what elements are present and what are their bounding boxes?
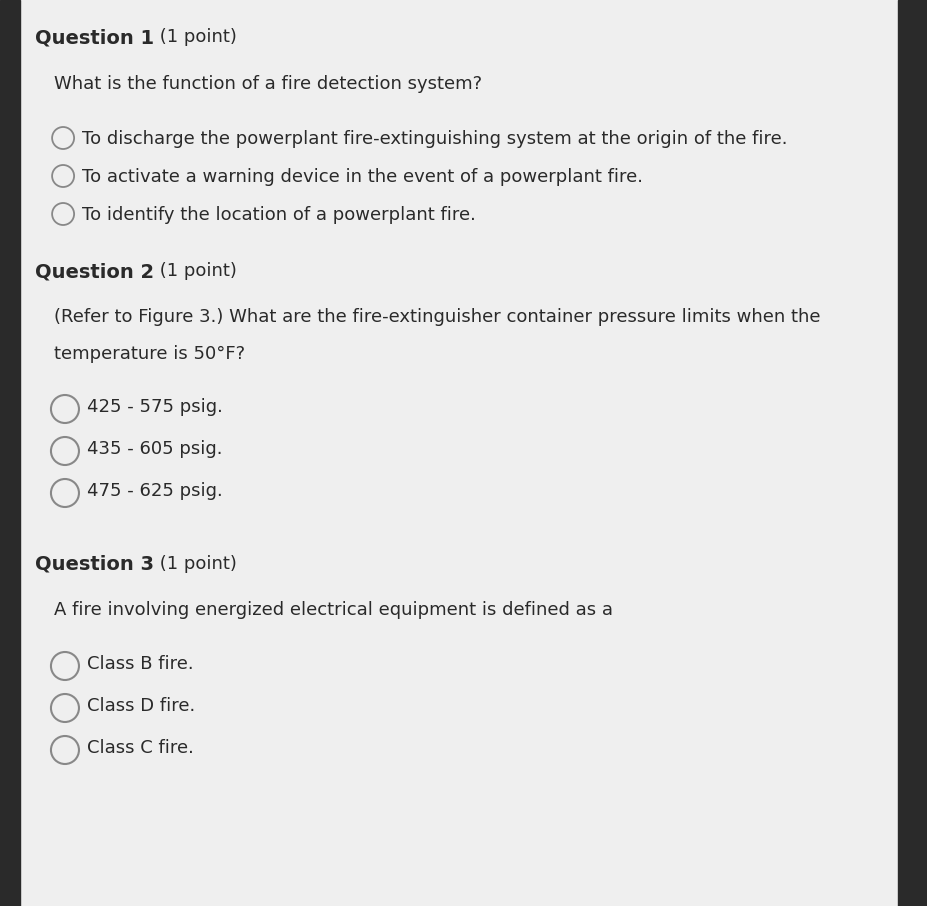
- Text: 425 - 575 psig.: 425 - 575 psig.: [87, 398, 222, 416]
- Text: 435 - 605 psig.: 435 - 605 psig.: [87, 440, 222, 458]
- Text: Class B fire.: Class B fire.: [87, 655, 194, 673]
- Text: Question 3: Question 3: [35, 555, 154, 574]
- Text: What is the function of a fire detection system?: What is the function of a fire detection…: [54, 75, 481, 93]
- Text: (1 point): (1 point): [154, 262, 237, 280]
- Text: To activate a warning device in the event of a powerplant fire.: To activate a warning device in the even…: [82, 168, 642, 186]
- Text: temperature is 50°F?: temperature is 50°F?: [54, 345, 245, 363]
- Text: Question 2: Question 2: [35, 262, 154, 281]
- Text: To discharge the powerplant fire-extinguishing system at the origin of the fire.: To discharge the powerplant fire-extingu…: [82, 130, 787, 148]
- Text: A fire involving energized electrical equipment is defined as a: A fire involving energized electrical eq…: [54, 601, 612, 619]
- Text: To identify the location of a powerplant fire.: To identify the location of a powerplant…: [82, 206, 476, 224]
- Text: (1 point): (1 point): [154, 28, 237, 46]
- Text: Class D fire.: Class D fire.: [87, 697, 195, 715]
- Text: Question 1: Question 1: [35, 28, 154, 47]
- Text: 475 - 625 psig.: 475 - 625 psig.: [87, 482, 222, 500]
- Text: (Refer to Figure 3.) What are the fire-extinguisher container pressure limits wh: (Refer to Figure 3.) What are the fire-e…: [54, 308, 819, 326]
- Bar: [0, 0, 20, 906]
- Text: (1 point): (1 point): [154, 555, 237, 573]
- Text: Class C fire.: Class C fire.: [87, 739, 194, 757]
- Bar: [897, 0, 927, 906]
